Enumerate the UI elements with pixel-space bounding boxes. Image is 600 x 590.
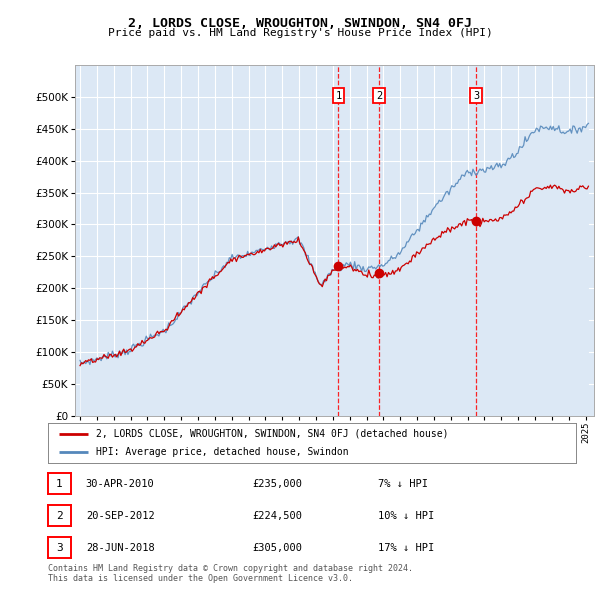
Text: HPI: Average price, detached house, Swindon: HPI: Average price, detached house, Swin… (95, 447, 348, 457)
Text: £235,000: £235,000 (252, 479, 302, 489)
Text: 7% ↓ HPI: 7% ↓ HPI (378, 479, 428, 489)
Text: 1: 1 (335, 91, 341, 101)
Text: 3: 3 (56, 543, 63, 552)
Text: 10% ↓ HPI: 10% ↓ HPI (378, 511, 434, 520)
Text: 2: 2 (376, 91, 382, 101)
Text: £224,500: £224,500 (252, 511, 302, 520)
Text: 30-APR-2010: 30-APR-2010 (86, 479, 155, 489)
Text: Contains HM Land Registry data © Crown copyright and database right 2024.
This d: Contains HM Land Registry data © Crown c… (48, 563, 413, 583)
Text: 1: 1 (56, 479, 63, 489)
Text: 2, LORDS CLOSE, WROUGHTON, SWINDON, SN4 0FJ: 2, LORDS CLOSE, WROUGHTON, SWINDON, SN4 … (128, 17, 472, 30)
Text: Price paid vs. HM Land Registry's House Price Index (HPI): Price paid vs. HM Land Registry's House … (107, 28, 493, 38)
Text: 20-SEP-2012: 20-SEP-2012 (86, 511, 155, 520)
Text: 17% ↓ HPI: 17% ↓ HPI (378, 543, 434, 552)
Text: £305,000: £305,000 (252, 543, 302, 552)
Text: 3: 3 (473, 91, 479, 101)
Text: 28-JUN-2018: 28-JUN-2018 (86, 543, 155, 552)
Text: 2: 2 (56, 511, 63, 520)
Text: 2, LORDS CLOSE, WROUGHTON, SWINDON, SN4 0FJ (detached house): 2, LORDS CLOSE, WROUGHTON, SWINDON, SN4 … (95, 429, 448, 439)
